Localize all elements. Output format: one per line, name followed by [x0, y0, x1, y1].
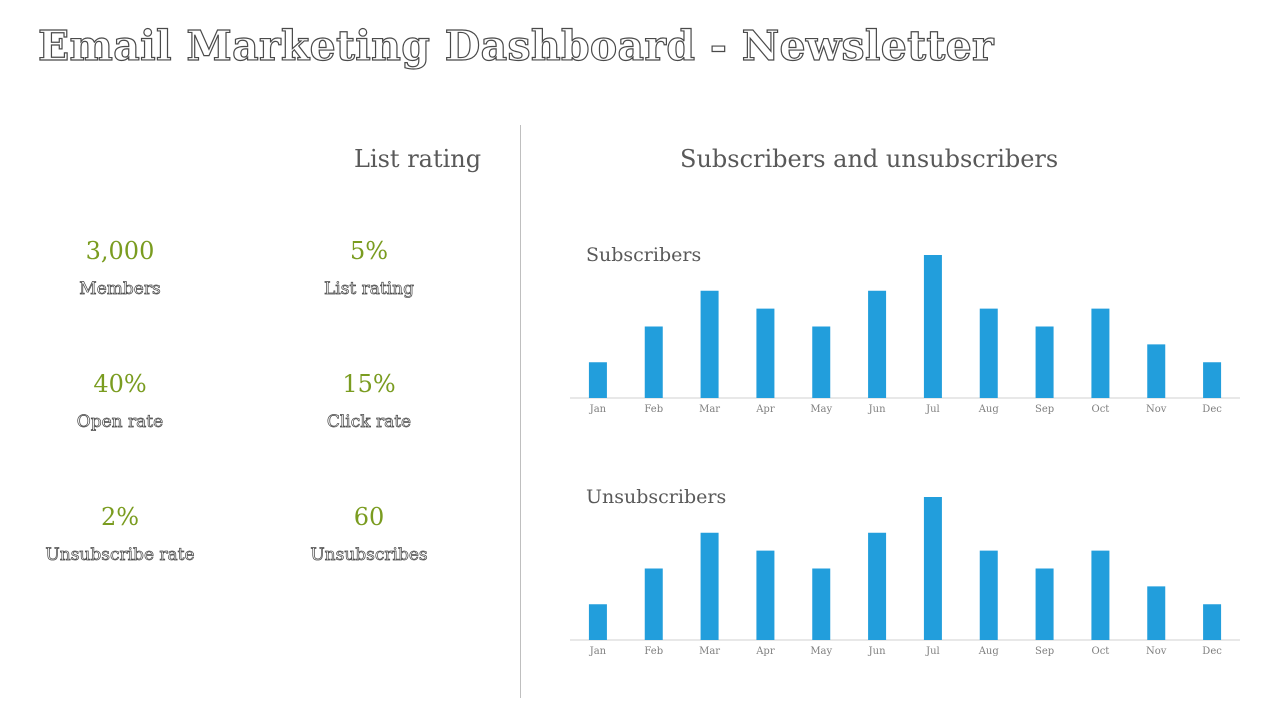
bar-nov	[1147, 586, 1166, 640]
kpi-value: 60	[353, 503, 385, 531]
x-tick-label: Feb	[644, 646, 663, 657]
bar-jul	[923, 497, 942, 640]
unsubscribers-bar-chart: Jan Feb Mar Apr May Jun Jul Aug Sep Oct Nov Dec	[570, 497, 1240, 657]
subscribers-chart-title: Subscribers	[586, 244, 702, 266]
bar-feb	[644, 326, 663, 398]
subscribers-bar-chart: Jan Feb Mar Apr May Jun Jul Aug Sep Oct Nov Dec	[570, 255, 1240, 415]
bar-may	[812, 326, 831, 398]
bar-aug	[979, 550, 998, 640]
bar-feb	[644, 568, 663, 640]
x-tick-label: Aug	[978, 404, 1000, 415]
kpi-open-rate: 40% Open rate	[10, 370, 230, 432]
x-tick-label: Jun	[868, 646, 886, 657]
x-tick-label: Nov	[1146, 646, 1167, 657]
bar-oct	[1091, 550, 1110, 640]
x-tick-label: Sep	[1035, 404, 1054, 415]
vertical-divider	[520, 125, 521, 698]
bar-mar	[700, 532, 719, 640]
bar-jan	[588, 362, 607, 398]
kpi-label: Members	[79, 279, 161, 300]
x-tick-label: Jul	[925, 404, 940, 415]
bar-dec	[1203, 604, 1222, 640]
x-tick-label: Aug	[978, 646, 1000, 657]
kpi-value: 3,000	[85, 237, 155, 265]
x-tick-label: Mar	[699, 646, 720, 657]
bar-apr	[756, 550, 775, 640]
bar-jun	[868, 290, 887, 398]
bar-jul	[923, 255, 942, 398]
unsubscribers-chart-title: Unsubscribers	[586, 486, 727, 508]
kpi-members: 3,000 Members	[10, 237, 230, 299]
x-tick-label: May	[810, 646, 832, 657]
x-tick-label: Apr	[755, 646, 775, 657]
bar-jun	[868, 532, 887, 640]
kpi-list-rating: 5% List rating	[259, 237, 479, 299]
x-tick-label: Oct	[1092, 646, 1110, 657]
kpi-value: 2%	[100, 503, 140, 531]
kpi-unsubscribe-rate: 2% Unsubscribe rate	[10, 503, 230, 565]
page-title: Email Marketing Dashboard - Newsletter	[37, 21, 994, 70]
x-tick-label: Nov	[1146, 404, 1167, 415]
x-tick-label: Sep	[1035, 646, 1054, 657]
kpi-value: 40%	[93, 370, 147, 398]
x-tick-label: Jul	[925, 646, 940, 657]
x-tick-label: May	[810, 404, 832, 415]
bar-sep	[1035, 326, 1054, 398]
bar-apr	[756, 308, 775, 398]
bar-nov	[1147, 344, 1166, 398]
bar-jan	[588, 604, 607, 640]
kpi-value: 15%	[342, 370, 396, 398]
subscribers-section-title: Subscribers and unsubscribers	[680, 145, 1059, 173]
bar-may	[812, 568, 831, 640]
bar-oct	[1091, 308, 1110, 398]
kpi-unsubscribes: 60 Unsubscribes	[259, 503, 479, 565]
kpi-label: Open rate	[76, 412, 164, 433]
kpi-click-rate: 15% Click rate	[259, 370, 479, 432]
x-tick-label: Oct	[1092, 404, 1110, 415]
kpi-value: 5%	[349, 237, 389, 265]
bar-dec	[1203, 362, 1222, 398]
x-tick-label: Jan	[589, 646, 607, 657]
bar-aug	[979, 308, 998, 398]
bar-mar	[700, 290, 719, 398]
x-tick-label: Apr	[755, 404, 775, 415]
x-tick-label: Dec	[1202, 646, 1222, 657]
x-tick-label: Dec	[1202, 404, 1222, 415]
x-tick-label: Mar	[699, 404, 720, 415]
x-tick-label: Jun	[868, 404, 886, 415]
kpi-label: Click rate	[326, 412, 412, 433]
kpi-label: Unsubscribe rate	[45, 545, 195, 566]
kpi-label: List rating	[323, 279, 415, 300]
x-tick-label: Feb	[644, 404, 663, 415]
list-rating-title: List rating	[354, 145, 482, 173]
kpi-label: Unsubscribes	[310, 545, 428, 566]
x-tick-label: Jan	[589, 404, 607, 415]
bar-sep	[1035, 568, 1054, 640]
